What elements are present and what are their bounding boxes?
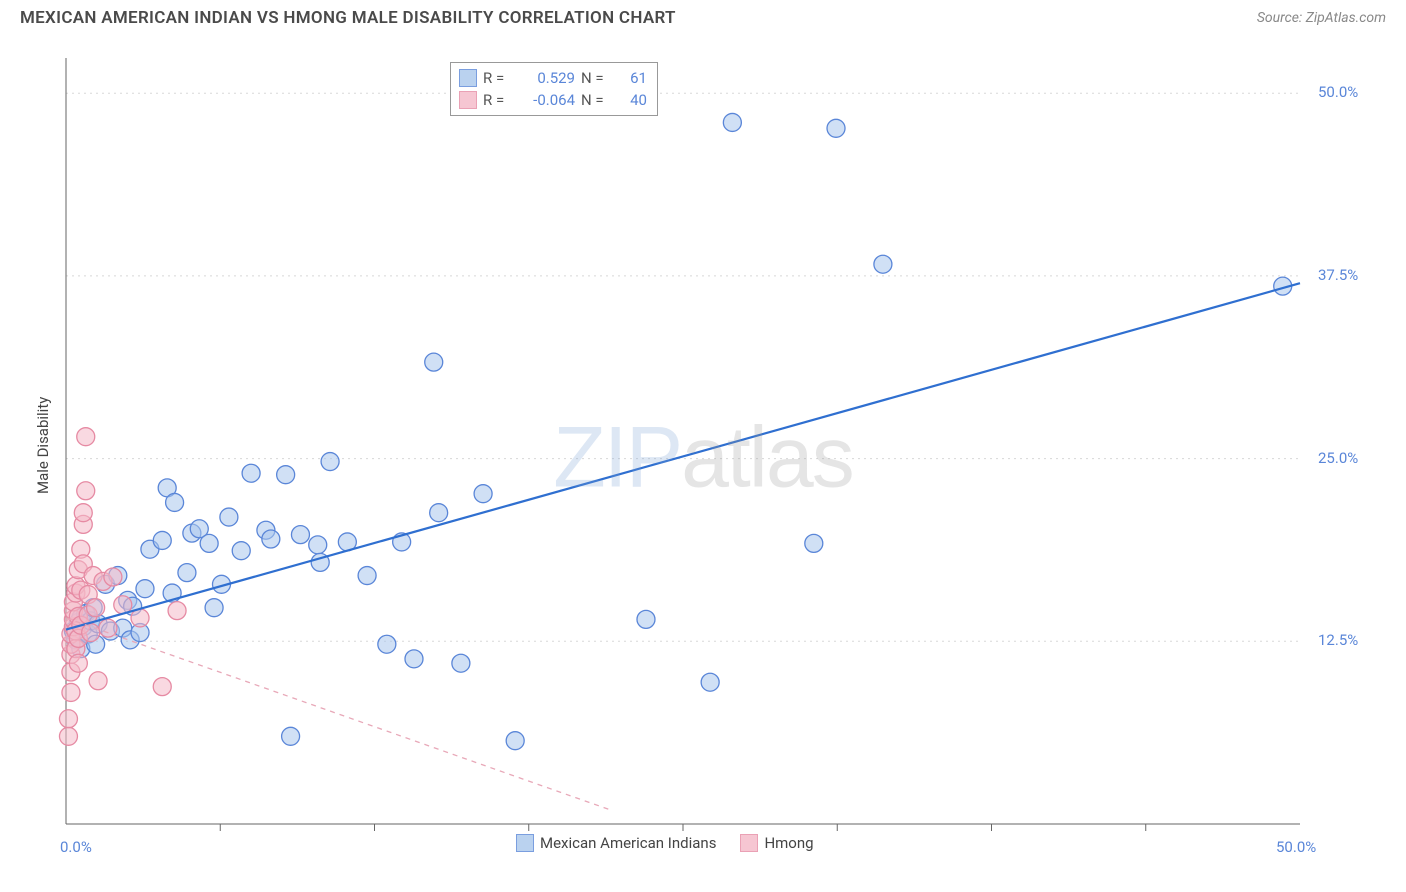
r-value: -0.064 xyxy=(515,89,575,111)
y-axis-label: Male Disability xyxy=(34,397,52,494)
r-label: R = xyxy=(483,89,509,111)
source-attribution: Source: ZipAtlas.com xyxy=(1257,10,1386,26)
series-name: Mexican American Indians xyxy=(540,834,716,852)
y-tick-label: 50.0% xyxy=(1318,83,1358,101)
legend-swatch xyxy=(516,834,534,852)
source-name: ZipAtlas.com xyxy=(1306,10,1386,26)
x-tick-label: 50.0% xyxy=(1276,838,1316,856)
series-name: Hmong xyxy=(764,834,813,852)
legend-row: R = 0.529 N = 61 xyxy=(459,67,647,89)
legend-swatch xyxy=(459,69,477,87)
legend-swatch xyxy=(459,91,477,109)
legend-row: R = -0.064 N = 40 xyxy=(459,89,647,111)
y-tick-label: 37.5% xyxy=(1318,266,1358,284)
series-legend-item: Mexican American Indians xyxy=(516,834,716,852)
source-label: Source: xyxy=(1257,10,1302,26)
r-label: R = xyxy=(483,67,509,89)
r-value: 0.529 xyxy=(515,67,575,89)
series-legend-item: Hmong xyxy=(740,834,813,852)
legend-swatch xyxy=(740,834,758,852)
correlation-legend: R = 0.529 N = 61 R = -0.064 N = 40 xyxy=(450,62,658,116)
x-tick-label: 0.0% xyxy=(60,838,92,856)
chart-container: ZIPatlas R =0.529N =61R =-0.064N =40 Mex… xyxy=(20,44,1386,882)
n-label: N = xyxy=(581,67,607,89)
scatter-chart xyxy=(20,44,1386,882)
series-legend: Mexican American Indians Hmong xyxy=(516,834,814,852)
y-tick-label: 12.5% xyxy=(1318,631,1358,649)
y-tick-label: 25.0% xyxy=(1318,449,1358,467)
chart-title: MEXICAN AMERICAN INDIAN VS HMONG MALE DI… xyxy=(20,8,676,28)
n-value: 40 xyxy=(613,89,647,111)
n-label: N = xyxy=(581,89,607,111)
n-value: 61 xyxy=(613,67,647,89)
